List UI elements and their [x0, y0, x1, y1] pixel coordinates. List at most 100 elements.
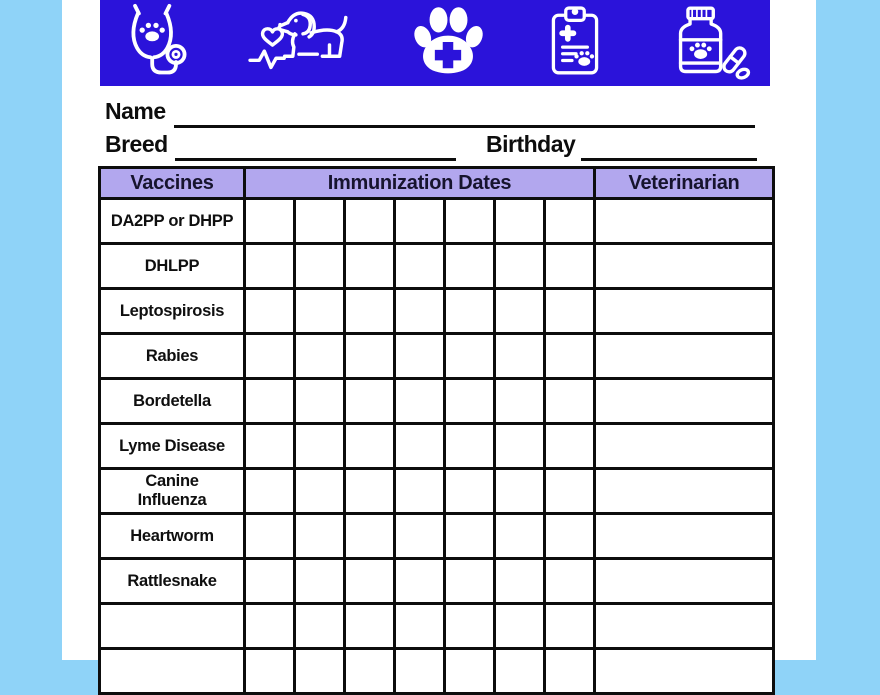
immunization-date-cell[interactable] — [543, 647, 596, 695]
immunization-date-cell[interactable] — [393, 197, 446, 245]
veterinarian-cell[interactable] — [593, 467, 775, 515]
veterinarian-cell[interactable] — [593, 602, 775, 650]
immunization-date-cell[interactable] — [293, 422, 346, 470]
immunization-date-cell[interactable] — [443, 332, 496, 380]
immunization-date-cell[interactable] — [493, 602, 546, 650]
immunization-date-cell[interactable] — [293, 557, 346, 605]
veterinarian-cell[interactable] — [593, 332, 775, 380]
immunization-date-cell[interactable] — [343, 242, 396, 290]
immunization-date-cell[interactable] — [343, 287, 396, 335]
immunization-date-cell[interactable] — [343, 332, 396, 380]
immunization-date-cell[interactable] — [343, 197, 396, 245]
immunization-date-cell[interactable] — [443, 377, 496, 425]
immunization-date-cell[interactable] — [443, 557, 496, 605]
veterinarian-cell[interactable] — [593, 647, 775, 695]
immunization-date-cell[interactable] — [243, 467, 296, 515]
immunization-date-cell[interactable] — [493, 557, 546, 605]
immunization-date-cell[interactable] — [243, 377, 296, 425]
veterinarian-cell[interactable] — [593, 422, 775, 470]
immunization-date-cell[interactable] — [393, 602, 446, 650]
immunization-date-cell[interactable] — [443, 422, 496, 470]
table-row: Lyme Disease — [98, 422, 775, 470]
immunization-date-cell[interactable] — [493, 332, 546, 380]
immunization-date-cell[interactable] — [343, 467, 396, 515]
veterinarian-cell[interactable] — [593, 377, 775, 425]
immunization-date-cell[interactable] — [493, 467, 546, 515]
immunization-date-cell[interactable] — [243, 602, 296, 650]
immunization-date-cell[interactable] — [343, 512, 396, 560]
immunization-date-cell[interactable] — [343, 557, 396, 605]
immunization-date-cell[interactable] — [293, 332, 346, 380]
immunization-date-cell[interactable] — [543, 602, 596, 650]
immunization-date-cell[interactable] — [293, 512, 346, 560]
immunization-date-cell[interactable] — [443, 197, 496, 245]
immunization-date-cell[interactable] — [293, 242, 346, 290]
immunization-date-cell[interactable] — [393, 647, 446, 695]
immunization-date-cell[interactable] — [393, 422, 446, 470]
immunization-date-cell[interactable] — [343, 377, 396, 425]
immunization-date-cell[interactable] — [243, 242, 296, 290]
veterinarian-cell[interactable] — [593, 557, 775, 605]
immunization-date-cell[interactable] — [243, 287, 296, 335]
immunization-date-cell[interactable] — [393, 287, 446, 335]
veterinarian-cell[interactable] — [593, 242, 775, 290]
immunization-date-cell[interactable] — [393, 557, 446, 605]
immunization-date-cell[interactable] — [543, 242, 596, 290]
immunization-date-cell[interactable] — [493, 197, 546, 245]
immunization-date-cell[interactable] — [293, 467, 346, 515]
immunization-date-cell[interactable] — [393, 332, 446, 380]
immunization-date-cell[interactable] — [243, 197, 296, 245]
immunization-date-cell[interactable] — [343, 422, 396, 470]
immunization-date-cell[interactable] — [543, 332, 596, 380]
immunization-date-cell[interactable] — [493, 512, 546, 560]
immunization-date-cell[interactable] — [243, 557, 296, 605]
immunization-date-cell[interactable] — [393, 512, 446, 560]
stethoscope-paw-icon — [131, 3, 187, 75]
immunization-date-cell[interactable] — [493, 242, 546, 290]
immunization-date-cell[interactable] — [243, 512, 296, 560]
canvas: { "document_title": "Dog Vaccination Rec… — [62, 0, 816, 695]
immunization-date-cell[interactable] — [443, 512, 496, 560]
immunization-date-cell[interactable] — [493, 647, 546, 695]
immunization-date-cell[interactable] — [293, 377, 346, 425]
immunization-date-cell[interactable] — [243, 647, 296, 695]
immunization-date-cell[interactable] — [543, 377, 596, 425]
immunization-date-cell[interactable] — [393, 377, 446, 425]
veterinarian-cell[interactable] — [593, 197, 775, 245]
vaccine-table-body: DA2PP or DHPP DHLPP Leptospirosis Rabies Bor… — [98, 197, 775, 695]
immunization-date-cell[interactable] — [393, 242, 446, 290]
immunization-date-cell[interactable] — [443, 467, 496, 515]
immunization-date-cell[interactable] — [543, 557, 596, 605]
immunization-date-cell[interactable] — [543, 512, 596, 560]
birthday-field[interactable] — [581, 133, 757, 161]
immunization-date-cell[interactable] — [343, 647, 396, 695]
veterinarian-cell[interactable] — [593, 287, 775, 335]
immunization-date-cell[interactable] — [393, 467, 446, 515]
immunization-date-cell[interactable] — [293, 602, 346, 650]
immunization-date-cell[interactable] — [243, 422, 296, 470]
immunization-date-cell[interactable] — [343, 602, 396, 650]
immunization-date-cell[interactable] — [493, 287, 546, 335]
immunization-date-cell[interactable] — [293, 287, 346, 335]
immunization-date-cell[interactable] — [543, 422, 596, 470]
immunization-date-cell[interactable] — [443, 242, 496, 290]
immunization-date-cell[interactable] — [543, 197, 596, 245]
name-field[interactable] — [174, 100, 755, 128]
immunization-date-cell[interactable] — [543, 287, 596, 335]
immunization-date-cell[interactable] — [443, 647, 496, 695]
immunization-date-cell[interactable] — [543, 467, 596, 515]
veterinarian-cell[interactable] — [593, 512, 775, 560]
table-row: DHLPP — [98, 242, 775, 290]
immunization-date-cell[interactable] — [443, 287, 496, 335]
immunization-date-cell[interactable] — [293, 197, 346, 245]
table-row: Heartworm — [98, 512, 775, 560]
immunization-date-cell[interactable] — [443, 602, 496, 650]
immunization-date-cell[interactable] — [293, 647, 346, 695]
vaccine-name-cell: Bordetella — [98, 377, 246, 425]
breed-field[interactable] — [175, 133, 456, 161]
medical-clipboard-icon — [551, 6, 599, 75]
immunization-date-cell[interactable] — [493, 377, 546, 425]
immunization-date-cell[interactable] — [493, 422, 546, 470]
immunization-date-cell[interactable] — [243, 332, 296, 380]
table-header-row: Vaccines Immunization Dates Veterinarian — [98, 166, 775, 200]
